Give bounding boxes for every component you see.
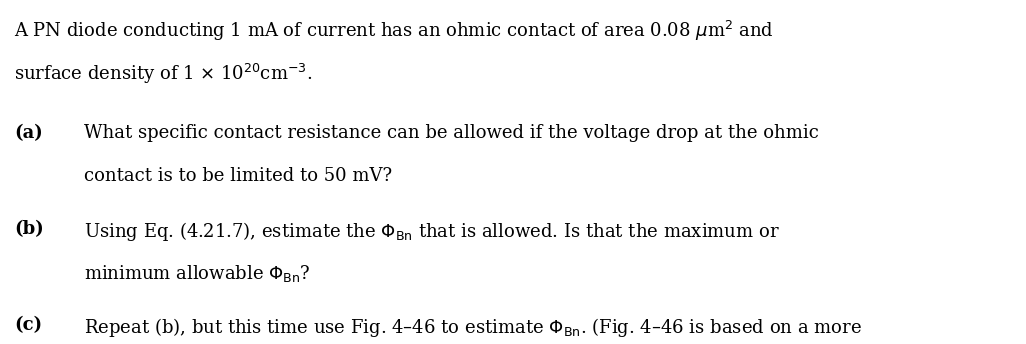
Text: Using Eq. (4.21.7), estimate the $\Phi_{\mathrm{Bn}}$ that is allowed. Is that t: Using Eq. (4.21.7), estimate the $\Phi_{… (84, 220, 780, 243)
Text: Repeat (b), but this time use Fig. 4–46 to estimate $\Phi_{\mathrm{Bn}}$. (Fig. : Repeat (b), but this time use Fig. 4–46 … (84, 316, 862, 340)
Text: contact is to be limited to 50 mV?: contact is to be limited to 50 mV? (84, 167, 392, 185)
Text: (a): (a) (14, 124, 43, 142)
Text: (c): (c) (14, 316, 42, 334)
Text: A PN diode conducting 1 mA of current has an ohmic contact of area 0.08 $\mu$m$^: A PN diode conducting 1 mA of current ha… (14, 19, 775, 43)
Text: What specific contact resistance can be allowed if the voltage drop at the ohmic: What specific contact resistance can be … (84, 124, 819, 142)
Text: minimum allowable $\Phi_{\mathrm{Bn}}$?: minimum allowable $\Phi_{\mathrm{Bn}}$? (84, 263, 311, 284)
Text: surface density of 1 $\times$ 10$^{20}$cm$^{-3}$.: surface density of 1 $\times$ 10$^{20}$c… (14, 62, 313, 86)
Text: (b): (b) (14, 220, 44, 238)
